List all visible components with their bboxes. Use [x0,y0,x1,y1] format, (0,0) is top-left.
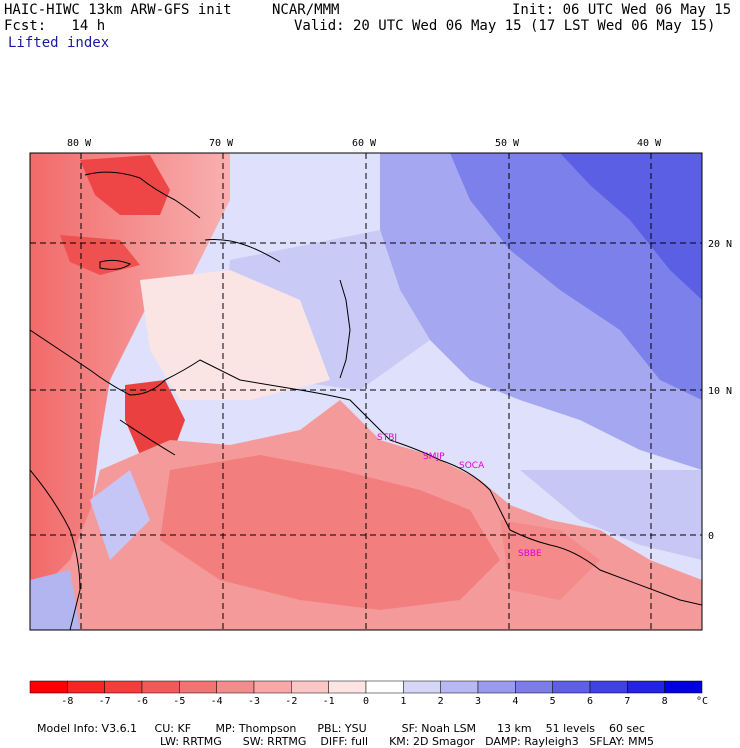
south-america-coast [30,329,702,606]
coastlines [30,171,702,630]
colorbar-tick-label: 8 [662,696,668,707]
info-cu: CU: KF [154,722,192,735]
colorbar-swatch [104,680,143,694]
colorbar-swatch [291,680,329,694]
colorbar-tick-label: 7 [624,696,630,707]
info-sw: SW: RRTMG [242,735,307,748]
colorbar-swatch [328,680,367,694]
panama-coast [119,419,176,456]
amazon-unstable-core [160,455,500,610]
model-info-line2: LW: RRTMG SW: RRTMG DIFF: full KM: 2D Sm… [153,724,654,748]
colorbar-swatch [67,680,105,694]
cuba-coast [84,171,201,219]
colorbar-swatch [29,680,68,694]
pacific-coast [30,469,81,630]
colorbar-swatch [216,680,255,694]
colorbar-swatch [477,680,516,694]
info-version: Model Info: V3.6.1 [37,722,138,735]
hispaniola-coast [204,239,281,263]
colorbar-swatch [589,680,628,694]
unstable-core-jamaica [60,235,140,275]
info-resolution: 13 km [497,722,532,735]
colorbar-tick-label: 3 [475,696,481,707]
lon-label: 40 W [637,138,662,149]
colorbar-swatch [552,680,591,694]
info-levels: 51 levels [545,722,596,735]
stable-region-south [520,470,702,560]
colorbar-tick-label: 4 [512,696,518,707]
colorbar-tick-label: -7 [99,696,111,707]
stable-region-max [560,153,702,300]
station-label: SOCA [459,461,485,471]
colorbar-tick-label: 1 [400,696,406,707]
station-labels: STBJ SMJP SOCA SBBE [377,433,542,559]
organization-label: NCAR/MMM [272,2,340,18]
latitude-labels: 20 N 10 N 0 [708,239,732,542]
colorbar-swatch [253,680,292,694]
colorbar: -8 -7 -6 -5 -4 -3 -2 -1 0 1 2 3 4 5 6 7 8 [29,680,703,707]
colorbar-tick-label: -3 [248,696,260,707]
colorbar-tick-label: 2 [438,696,444,707]
station-label: STBJ [377,433,397,443]
lat-label: 10 N [708,386,732,397]
colorbar-tick-label: 6 [587,696,593,707]
colorbar-swatch [515,680,553,694]
lat-label: 20 N [708,239,732,250]
colorbar-swatch [440,680,479,694]
info-pbl: PBL: YSU [317,722,367,735]
amazon-delta-field [500,520,600,600]
lon-label: 50 W [495,138,520,149]
graticule [30,153,702,630]
colorbar-tick-label: -2 [285,696,297,707]
lon-label: 80 W [67,138,92,149]
lon-label: 70 W [209,138,234,149]
info-diff: DIFF: full [320,735,369,748]
info-mp: MP: Thompson [215,722,297,735]
pacific-coast-stable [90,470,150,560]
info-km: KM: 2D Smagor [389,735,475,748]
colorbar-tick-label: 0 [363,696,369,707]
valid-time: Valid: 20 UTC Wed 06 May 15 (17 LST Wed … [294,18,716,34]
unstable-core-cuba [80,155,170,215]
colorbar-tick-label: -5 [173,696,185,707]
map-border [29,152,703,631]
pacific-stable-region [30,570,80,630]
colorbar-tick-label: 5 [550,696,556,707]
colorbar-swatch [141,680,180,694]
info-lw: LW: RRTMG [160,735,222,748]
info-damp: DAMP: Rayleigh3 [485,735,579,748]
lat-label: 0 [708,531,714,542]
model-title: HAIC-HIWC 13km ARW-GFS init [4,2,232,18]
field-name: Lifted index [8,35,110,51]
init-time: Init: 06 UTC Wed 06 May 15 [512,2,732,18]
lon-label: 60 W [352,138,377,149]
model-info-line1: Model Info: V3.6.1 CU: KF MP: Thompson P… [30,711,645,735]
info-sflay: SFLAY: MM5 [589,735,655,748]
info-sf: SF: Noah LSM [401,722,477,735]
lesser-antilles-coast [339,279,351,379]
colorbar-swatch [403,680,441,694]
jamaica-coast [99,259,131,270]
longitude-labels: 80 W 70 W 60 W 50 W 40 W [67,138,662,149]
colorbar-tick-label: -8 [61,696,73,707]
colorbar-tick-label: -1 [323,696,335,707]
station-label: SMJP [423,452,445,462]
colorbar-unit: °C [696,696,708,707]
colorbar-tick-label: -4 [211,696,223,707]
colorbar-swatch [365,680,404,694]
colorbar-swatch [627,680,665,694]
forecast-hour: Fcst: 14 h [4,18,106,34]
station-label: SBBE [518,549,542,559]
colorbar-tick-label: -6 [136,696,148,707]
info-timestep: 60 sec [609,722,646,735]
colorbar-swatch [664,680,703,694]
colorbar-swatch [179,680,217,694]
